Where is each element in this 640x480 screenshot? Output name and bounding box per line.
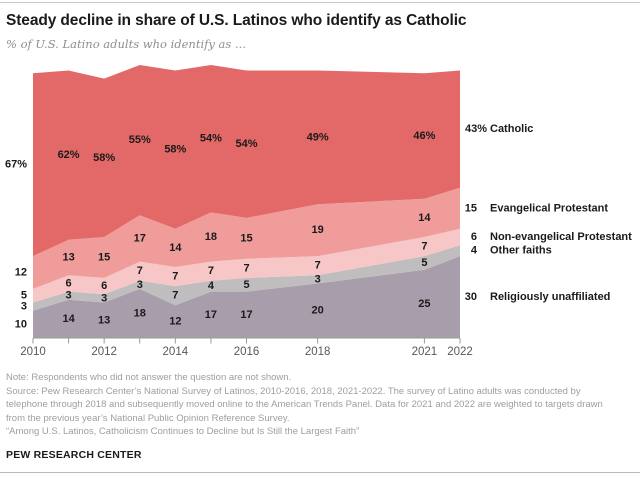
value-label-evangelical-protestant-2012: 15 — [98, 252, 110, 264]
value-label-evangelical-protestant-2021: 14 — [418, 212, 431, 224]
top-divider — [0, 2, 640, 3]
first-year-label-religiously-unaffiliated: 10 — [15, 318, 27, 330]
value-label-evangelical-protestant-2014: 14 — [169, 242, 182, 254]
x-axis-label-2016: 2016 — [234, 346, 260, 358]
value-label-other-faiths-2014: 7 — [172, 290, 178, 302]
value-label-evangelical-protestant-2018: 19 — [312, 224, 324, 236]
legend-name-evangelical-protestant: Evangelical Protestant — [490, 202, 608, 214]
value-label-non-evangelical-protestant-2018: 7 — [315, 260, 321, 272]
value-label-non-evangelical-protestant-2015: 7 — [208, 265, 214, 277]
value-label-other-faiths-2013: 3 — [137, 279, 143, 291]
area-evangelical-protestant — [33, 187, 460, 289]
value-label-non-evangelical-protestant-2016: 7 — [243, 262, 249, 274]
legend-name-catholic: Catholic — [490, 123, 533, 135]
value-label-religiously-unaffiliated-2016: 17 — [240, 309, 252, 321]
value-label-other-faiths-2012: 3 — [101, 292, 107, 304]
value-label-religiously-unaffiliated-2013: 18 — [134, 307, 146, 319]
brand-label: PEW RESEARCH CENTER — [6, 449, 142, 461]
page-title: Steady decline in share of U.S. Latinos … — [6, 12, 467, 29]
value-label-evangelical-protestant-2015: 18 — [205, 231, 217, 243]
area-other-faiths — [33, 245, 460, 311]
legend-value-catholic: 43% — [465, 123, 487, 135]
legend-name-non-evangelical-protestant: Non-evangelical Protestant — [490, 231, 632, 243]
first-year-label-catholic: 67% — [5, 159, 27, 171]
value-label-other-faiths-2021: 5 — [421, 257, 427, 269]
x-axis-label-2022: 2022 — [447, 346, 473, 358]
value-label-catholic-2016: 54% — [235, 138, 257, 150]
legend-name-religiously-unaffiliated: Religiously unaffiliated — [490, 291, 610, 303]
source-line: Source: Pew Research Center’s National S… — [6, 385, 603, 424]
legend-name-other-faiths: Other faiths — [490, 245, 552, 257]
value-label-religiously-unaffiliated-2021: 25 — [418, 298, 430, 310]
legend-value-non-evangelical-protestant: 6 — [471, 231, 477, 243]
value-label-catholic-2018: 49% — [307, 131, 329, 143]
legend-value-evangelical-protestant: 15 — [465, 202, 477, 214]
value-label-religiously-unaffiliated-2014: 12 — [169, 316, 181, 328]
chart-subtitle: % of U.S. Latino adults who identify as … — [6, 37, 246, 51]
x-axis-label-2018: 2018 — [305, 346, 331, 358]
area-catholic — [33, 65, 460, 257]
value-label-catholic-2014: 58% — [164, 144, 186, 156]
first-year-label-evangelical-protestant: 12 — [15, 267, 27, 279]
report-title-quote: “Among U.S. Latinos, Catholicism Continu… — [6, 426, 360, 437]
value-label-non-evangelical-protestant-2011: 6 — [66, 277, 72, 289]
value-label-religiously-unaffiliated-2012: 13 — [98, 314, 110, 326]
value-label-evangelical-protestant-2013: 17 — [134, 232, 146, 244]
legend-value-other-faiths: 4 — [471, 245, 478, 257]
x-axis-label-2021: 2021 — [412, 346, 438, 358]
value-label-non-evangelical-protestant-2013: 7 — [137, 265, 143, 277]
value-label-catholic-2013: 55% — [129, 134, 151, 146]
value-label-evangelical-protestant-2016: 15 — [240, 232, 252, 244]
notes-block: Note: Respondents who did not answer the… — [6, 371, 624, 439]
value-label-catholic-2011: 62% — [58, 149, 80, 161]
value-label-catholic-2015: 54% — [200, 133, 222, 145]
value-label-catholic-2021: 46% — [413, 130, 435, 142]
x-axis-label-2010: 2010 — [20, 346, 46, 358]
area-religiously-unaffiliated — [33, 256, 460, 338]
value-label-other-faiths-2011: 3 — [66, 290, 72, 302]
x-axis-label-2012: 2012 — [91, 346, 117, 358]
value-label-evangelical-protestant-2011: 13 — [62, 252, 74, 264]
value-label-other-faiths-2018: 3 — [315, 273, 321, 285]
note-line: Note: Respondents who did not answer the… — [6, 372, 292, 383]
legend-value-religiously-unaffiliated: 30 — [465, 291, 477, 303]
area-non-evangelical-protestant — [33, 228, 460, 303]
bottom-divider — [0, 472, 640, 473]
x-axis-label-2014: 2014 — [163, 346, 189, 358]
value-label-other-faiths-2015: 4 — [208, 280, 215, 292]
value-label-religiously-unaffiliated-2015: 17 — [205, 309, 217, 321]
first-year-label-other-faiths: 3 — [21, 301, 27, 313]
value-label-religiously-unaffiliated-2011: 14 — [62, 313, 75, 325]
value-label-other-faiths-2016: 5 — [243, 279, 249, 291]
value-label-non-evangelical-protestant-2012: 6 — [101, 280, 107, 292]
first-year-label-non-evangelical-protestant: 5 — [21, 290, 27, 302]
value-label-non-evangelical-protestant-2021: 7 — [421, 241, 427, 253]
value-label-catholic-2012: 58% — [93, 152, 115, 164]
value-label-non-evangelical-protestant-2014: 7 — [172, 271, 178, 283]
value-label-religiously-unaffiliated-2018: 20 — [312, 305, 324, 317]
